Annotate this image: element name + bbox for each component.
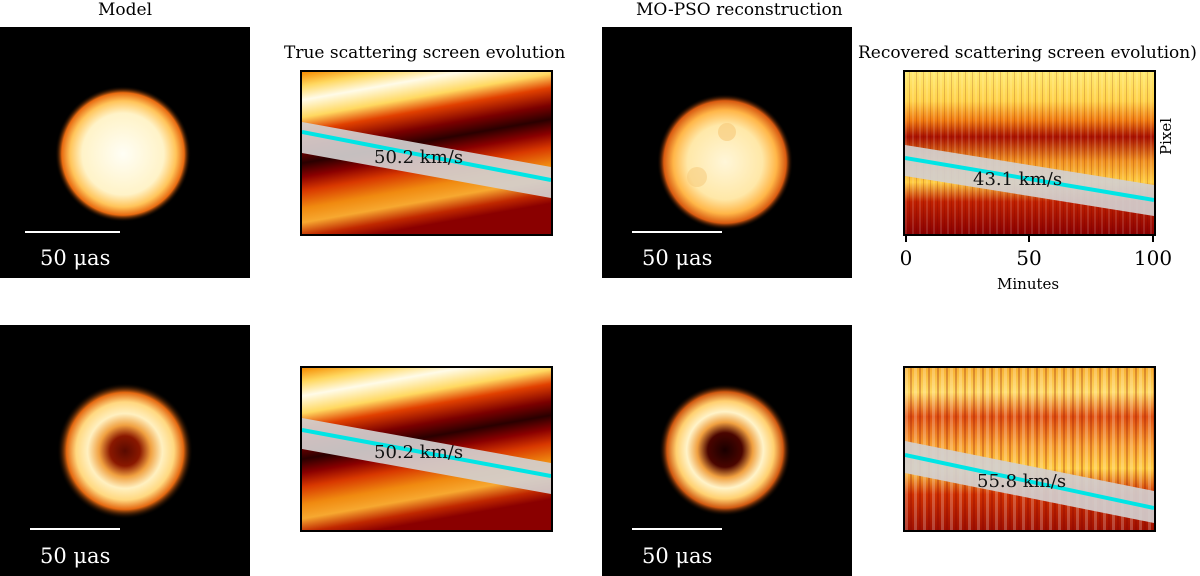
- scale-label: 50 μas: [40, 246, 111, 270]
- recovered-screen-row2: 55.8 km/s: [903, 366, 1156, 532]
- scale-bar: [30, 528, 120, 530]
- title-model: Model: [98, 0, 153, 20]
- x-tick-label: 50: [1016, 246, 1042, 270]
- model-image-row1: 50 μas: [0, 27, 250, 278]
- velocity-label: 55.8 km/s: [977, 471, 1067, 492]
- reconstruction-image-row2: 50 μas: [602, 325, 852, 576]
- reconstruction-image-row1: 50 μas: [602, 27, 852, 278]
- x-axis-label: Minutes: [997, 275, 1060, 293]
- true-screen-row2: 50.2 km/s: [300, 366, 553, 532]
- recovered-screen-row1: 43.1 km/s: [903, 70, 1156, 236]
- scale-label: 50 μas: [642, 246, 713, 270]
- x-tick-label: 0: [899, 246, 913, 270]
- title-reconstruction: MO-PSO reconstruction: [636, 0, 843, 20]
- x-tick: [1028, 236, 1030, 242]
- scale-bar: [632, 528, 722, 530]
- y-axis-label: Pixel: [1157, 117, 1175, 155]
- scale-label: 50 μas: [642, 544, 713, 568]
- model-image-row2: 50 μas: [0, 325, 250, 576]
- title-recovered-screen: Recovered scattering screen evolution): [858, 43, 1197, 63]
- title-true-screen: True scattering screen evolution: [284, 43, 566, 63]
- scale-bar: [632, 231, 722, 233]
- x-tick-label: 100: [1133, 246, 1173, 270]
- true-screen-row1: 50.2 km/s: [300, 70, 553, 236]
- velocity-label: 50.2 km/s: [374, 147, 464, 168]
- x-tick: [905, 236, 907, 242]
- x-tick: [1152, 236, 1154, 242]
- scale-bar: [25, 231, 120, 233]
- velocity-label: 50.2 km/s: [374, 442, 464, 463]
- velocity-label: 43.1 km/s: [973, 169, 1063, 190]
- scale-label: 50 μas: [40, 544, 111, 568]
